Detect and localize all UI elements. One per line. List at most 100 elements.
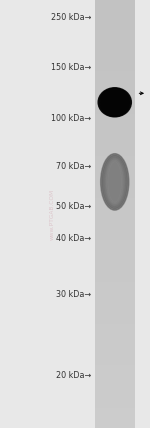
- Ellipse shape: [105, 91, 125, 114]
- Bar: [94, 394, 135, 395]
- Bar: [94, 360, 135, 361]
- Bar: [94, 320, 135, 321]
- Bar: [94, 161, 135, 163]
- Bar: [94, 294, 135, 295]
- Bar: [94, 104, 135, 106]
- Bar: [94, 147, 135, 149]
- Bar: [94, 140, 135, 141]
- Bar: [94, 284, 135, 285]
- Bar: [94, 227, 135, 228]
- Bar: [94, 388, 135, 389]
- Bar: [94, 330, 135, 331]
- Bar: [94, 10, 135, 12]
- Ellipse shape: [99, 88, 130, 116]
- Bar: [94, 213, 135, 214]
- Bar: [94, 68, 135, 70]
- Bar: [94, 144, 135, 146]
- Bar: [94, 181, 135, 183]
- Bar: [94, 63, 135, 64]
- Bar: [94, 371, 135, 372]
- Bar: [94, 261, 135, 262]
- Bar: [94, 295, 135, 297]
- Bar: [94, 303, 135, 304]
- Bar: [94, 77, 135, 78]
- Bar: [94, 325, 135, 327]
- Bar: [94, 309, 135, 311]
- Bar: [94, 228, 135, 230]
- Text: 100 kDa→: 100 kDa→: [51, 114, 92, 124]
- Bar: [94, 123, 135, 124]
- Bar: [94, 375, 135, 377]
- Bar: [94, 57, 135, 59]
- Bar: [94, 321, 135, 322]
- Bar: [94, 101, 135, 103]
- Bar: [94, 48, 135, 50]
- Bar: [94, 301, 135, 303]
- Bar: [94, 341, 135, 342]
- Bar: [94, 314, 135, 315]
- Bar: [94, 36, 135, 37]
- Bar: [94, 44, 135, 46]
- Bar: [94, 407, 135, 408]
- Bar: [94, 141, 135, 143]
- Text: 40 kDa→: 40 kDa→: [56, 234, 92, 244]
- Bar: [94, 382, 135, 384]
- Ellipse shape: [103, 157, 126, 207]
- Bar: [94, 322, 135, 324]
- Bar: [94, 166, 135, 167]
- Bar: [94, 273, 135, 274]
- Text: 30 kDa→: 30 kDa→: [56, 290, 92, 299]
- Bar: [94, 317, 135, 318]
- Bar: [94, 275, 135, 277]
- Bar: [94, 287, 135, 288]
- Bar: [94, 71, 135, 73]
- Bar: [94, 185, 135, 187]
- Bar: [94, 98, 135, 100]
- Bar: [94, 56, 135, 57]
- Bar: [94, 3, 135, 4]
- Bar: [94, 386, 135, 388]
- Bar: [94, 226, 135, 227]
- Bar: [94, 163, 135, 164]
- Bar: [94, 210, 135, 211]
- Bar: [94, 89, 135, 90]
- Bar: [94, 364, 135, 365]
- Bar: [94, 54, 135, 56]
- Bar: [94, 84, 135, 86]
- Bar: [94, 201, 135, 202]
- Bar: [94, 205, 135, 207]
- Bar: [94, 175, 135, 177]
- Bar: [94, 39, 135, 40]
- Bar: [94, 208, 135, 210]
- Bar: [94, 204, 135, 205]
- Bar: [94, 150, 135, 151]
- Bar: [94, 412, 135, 414]
- Bar: [94, 197, 135, 198]
- Bar: [94, 158, 135, 160]
- Bar: [94, 107, 135, 108]
- Bar: [94, 211, 135, 213]
- Bar: [94, 355, 135, 357]
- Bar: [94, 200, 135, 201]
- Bar: [94, 392, 135, 394]
- Bar: [94, 358, 135, 360]
- Bar: [94, 73, 135, 74]
- Bar: [94, 234, 135, 235]
- Bar: [94, 268, 135, 270]
- Bar: [94, 427, 135, 428]
- Bar: [94, 267, 135, 268]
- Bar: [94, 43, 135, 44]
- Bar: [94, 231, 135, 232]
- Bar: [94, 59, 135, 60]
- Bar: [94, 78, 135, 80]
- Bar: [94, 223, 135, 224]
- Text: 70 kDa→: 70 kDa→: [56, 161, 92, 171]
- Bar: [94, 33, 135, 34]
- Bar: [94, 385, 135, 386]
- Bar: [94, 83, 135, 84]
- Bar: [94, 247, 135, 248]
- Ellipse shape: [102, 89, 127, 115]
- Bar: [94, 253, 135, 254]
- Bar: [94, 157, 135, 158]
- Bar: [94, 65, 135, 67]
